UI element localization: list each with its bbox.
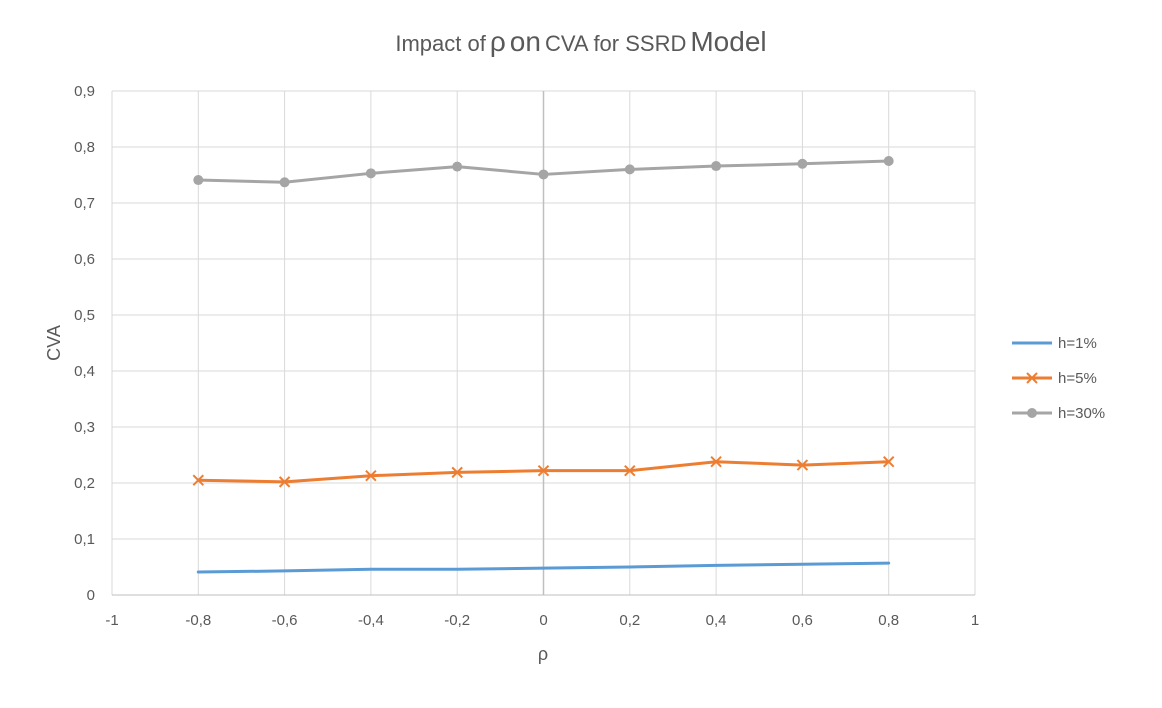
x-axis-label: ρ — [538, 644, 548, 664]
chart-title-part-5: Model — [690, 26, 767, 57]
x-tick-label: 0,2 — [619, 612, 640, 629]
data-point — [883, 156, 894, 166]
chart-title-part-2: ρ — [489, 26, 506, 57]
y-tick-label: 0,8 — [74, 139, 95, 156]
legend-marker — [1026, 372, 1038, 384]
x-tick-label: -0,4 — [358, 612, 384, 629]
x-tick-label: -0,2 — [444, 612, 470, 629]
y-tick-label: 0,9 — [74, 83, 95, 100]
x-tick-label: -0,6 — [272, 612, 298, 629]
y-tick-label: 0,2 — [74, 475, 95, 492]
y-tick-label: 0,4 — [74, 363, 95, 380]
data-point — [537, 464, 550, 477]
legend: h=1% h=5% h=30% — [1012, 335, 1105, 422]
y-axis-label: CVA — [44, 325, 64, 361]
series-group — [192, 156, 895, 574]
series-h=5% — [192, 456, 895, 488]
y-tick-label: 0,3 — [74, 419, 95, 436]
x-tick-label: 1 — [971, 612, 979, 629]
chart-title: Impact of ρ on CVA for SSRD Model — [0, 26, 1162, 58]
data-point — [193, 175, 204, 186]
data-point — [279, 177, 290, 188]
legend-item: h=5% — [1012, 370, 1097, 387]
data-point — [710, 456, 722, 468]
legend-label: h=5% — [1058, 370, 1097, 387]
data-point — [624, 464, 636, 477]
y-tick-label: 0,7 — [74, 195, 95, 212]
x-tick-label: 0,8 — [878, 612, 899, 629]
data-point — [797, 158, 808, 169]
x-tick-labels: -1 -0,8 -0,6 -0,4 -0,2 0 0,2 0,4 0,6 0,8 1 — [105, 612, 979, 629]
data-point — [796, 459, 809, 471]
legend-marker — [1027, 408, 1037, 418]
data-point — [711, 161, 722, 172]
y-tick-labels: 0 0,1 0,2 0,3 0,4 0,5 0,6 0,7 0,8 0,9 — [74, 83, 95, 604]
x-tick-label: 0,6 — [792, 612, 813, 629]
chart-title-part-1: Impact of — [395, 31, 486, 56]
series-h=30% — [193, 156, 894, 188]
data-point — [365, 470, 377, 482]
y-tick-label: 0,5 — [74, 307, 95, 324]
data-point — [192, 474, 205, 486]
x-tick-label: 0 — [539, 612, 547, 629]
data-point — [452, 161, 463, 172]
data-point — [278, 476, 291, 488]
x-tick-label: -0,8 — [185, 612, 211, 629]
legend-item: h=30% — [1012, 405, 1105, 422]
x-tick-label: -1 — [105, 612, 118, 629]
data-point — [365, 168, 376, 179]
series-h=1% — [196, 561, 891, 574]
data-point — [451, 466, 463, 479]
legend-label: h=1% — [1058, 335, 1097, 352]
legend-label: h=30% — [1058, 405, 1105, 422]
series-line — [196, 561, 891, 574]
data-point — [624, 164, 635, 175]
x-tick-label: 0,4 — [706, 612, 727, 629]
y-tick-label: 0,6 — [74, 251, 95, 268]
data-point — [882, 456, 895, 468]
y-tick-label: 0 — [87, 587, 95, 604]
y-tick-label: 0,1 — [74, 531, 95, 548]
chart-title-part-4: CVA for SSRD — [544, 31, 687, 56]
grid-lines — [111, 90, 976, 596]
data-point — [538, 169, 549, 180]
legend-item: h=1% — [1012, 335, 1097, 352]
chart-title-part-3: on — [509, 26, 541, 57]
